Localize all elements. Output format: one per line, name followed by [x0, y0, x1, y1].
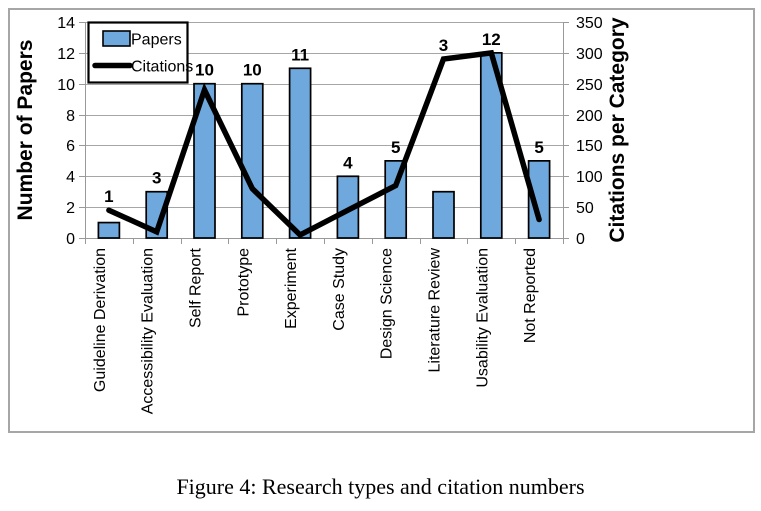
- bar: [527, 160, 551, 239]
- left-axis-tick-label: 0: [66, 231, 75, 248]
- category-label: Self Report: [188, 247, 205, 328]
- legend-citations-label: Citations: [131, 59, 193, 76]
- right-axis-tick-label: 150: [576, 138, 603, 155]
- right-axis-tick-label: 50: [576, 200, 594, 217]
- left-axis-tick-label: 2: [66, 200, 75, 217]
- citations-line: [106, 49, 542, 239]
- right-axis-tick-label: 300: [576, 46, 603, 63]
- bar-value-label: 3: [439, 36, 448, 55]
- left-axis-tick-label: 14: [57, 15, 75, 32]
- bar-value-label: 5: [534, 138, 543, 157]
- bar: [432, 190, 455, 239]
- left-axis-tick-label: 4: [66, 169, 75, 186]
- bar: [97, 221, 121, 239]
- category-label: Usability Evaluation: [474, 248, 491, 388]
- category-label: Case Study: [331, 248, 348, 331]
- bar-value-label: 3: [152, 169, 161, 188]
- category-label: Prototype: [235, 248, 252, 317]
- bar-value-label: 4: [343, 153, 353, 172]
- category-label: Guideline Derivation: [92, 248, 109, 392]
- right-axis-tick-label: 100: [576, 169, 603, 186]
- left-axis-tick-label: 6: [66, 138, 75, 155]
- bar: [240, 82, 264, 239]
- right-axis-title: Citations per Category: [606, 17, 629, 243]
- bar-value-label: 10: [243, 61, 262, 80]
- bar: [384, 160, 408, 239]
- left-axis-tick-label: 8: [66, 108, 75, 125]
- legend-papers-label: Papers: [131, 32, 182, 49]
- figure-caption: Figure 4: Research types and citation nu…: [176, 474, 585, 499]
- right-axis-tick-label: 0: [576, 231, 585, 248]
- bar-value-label: 12: [482, 30, 501, 49]
- right-axis-tick-label: 200: [576, 108, 603, 125]
- bar-value-label: 1: [104, 187, 113, 206]
- left-axis-tick-label: 12: [57, 46, 75, 63]
- right-axis-tick-label: 250: [576, 77, 603, 94]
- bar-value-label: 5: [391, 138, 400, 157]
- bar-value-label: 10: [195, 61, 214, 80]
- left-axis-tick-label: 10: [57, 77, 75, 94]
- chart-canvas: 0 2 4 6 8 10 12 14 0 50 100 150 200 250 300 350 1 3 10 10 11…: [14, 15, 629, 414]
- category-label: Not Reported: [522, 248, 539, 343]
- bar: [145, 190, 169, 239]
- left-axis-title: Number of Papers: [14, 40, 37, 221]
- category-label: Literature Review: [427, 248, 444, 373]
- right-axis-tick-label: 350: [576, 15, 603, 32]
- bar-value-label: 11: [291, 45, 309, 64]
- bar: [288, 67, 312, 239]
- legend-papers-swatch: [102, 30, 131, 47]
- category-label: Experiment: [283, 247, 300, 328]
- category-label: Accessibility Evaluation: [140, 248, 157, 414]
- category-label: Design Science: [379, 248, 396, 359]
